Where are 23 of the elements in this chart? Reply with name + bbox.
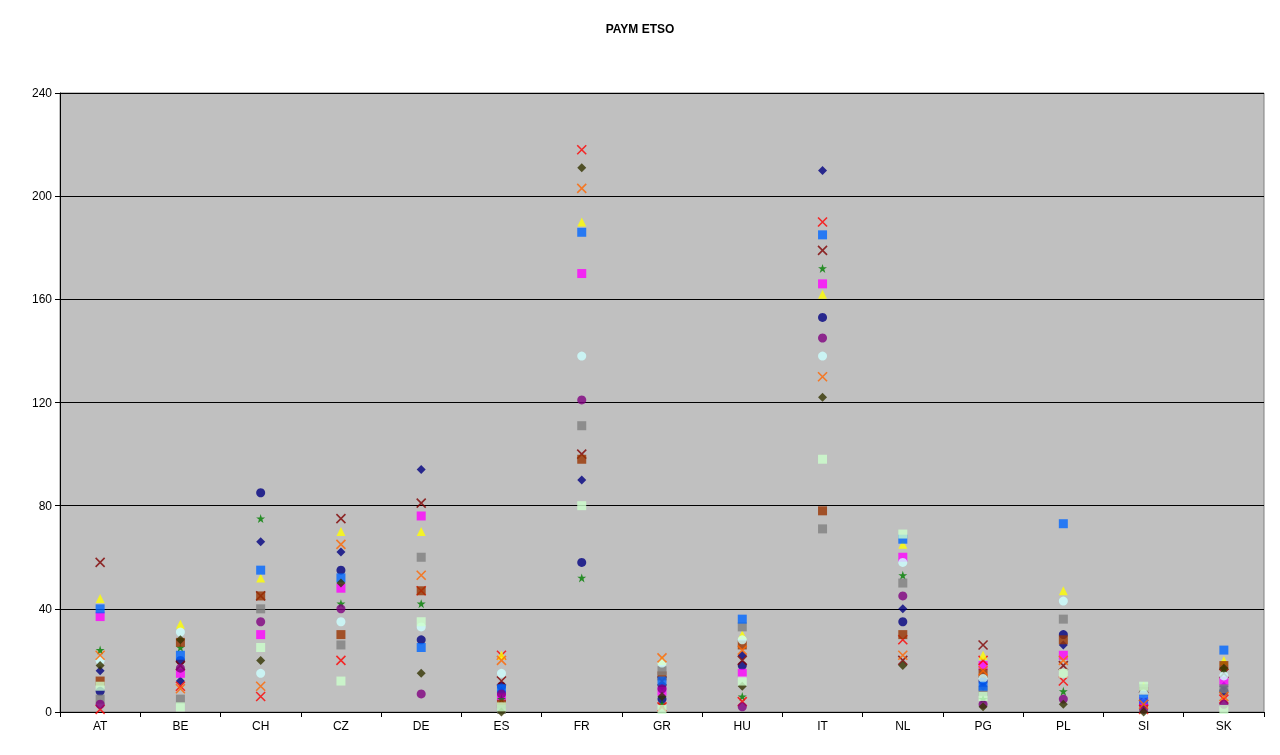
x-tick-label: FR: [573, 719, 591, 733]
x-tick-label: BE: [172, 719, 189, 733]
y-tick-label: 200: [31, 189, 53, 204]
y-tick-label: 160: [31, 292, 53, 307]
x-tick-label: NL: [895, 719, 911, 733]
y-tick-label: 40: [38, 601, 53, 616]
x-tick-label: SI: [1137, 719, 1150, 733]
y-tick-label: 240: [31, 86, 53, 100]
y-tick-label: 0: [45, 705, 53, 719]
x-tick-label: PL: [1055, 719, 1071, 733]
y-tick-label: 120: [31, 395, 53, 410]
x-tick-label: HU: [733, 719, 751, 733]
x-tick-label: SK: [1215, 719, 1232, 733]
x-tick-label: GR: [653, 719, 672, 733]
y-tick-label: 80: [38, 498, 53, 513]
x-tick-label: IT: [817, 719, 829, 733]
x-tick-label: AT: [92, 719, 109, 733]
x-tick-label: CZ: [332, 719, 349, 733]
x-tick-label: DE: [412, 719, 430, 733]
x-tick-label: ES: [493, 719, 510, 733]
x-tick-label: CH: [251, 719, 270, 733]
chart-title: PAYM ETSO: [605, 22, 675, 36]
x-tick-label: PG: [974, 719, 992, 733]
